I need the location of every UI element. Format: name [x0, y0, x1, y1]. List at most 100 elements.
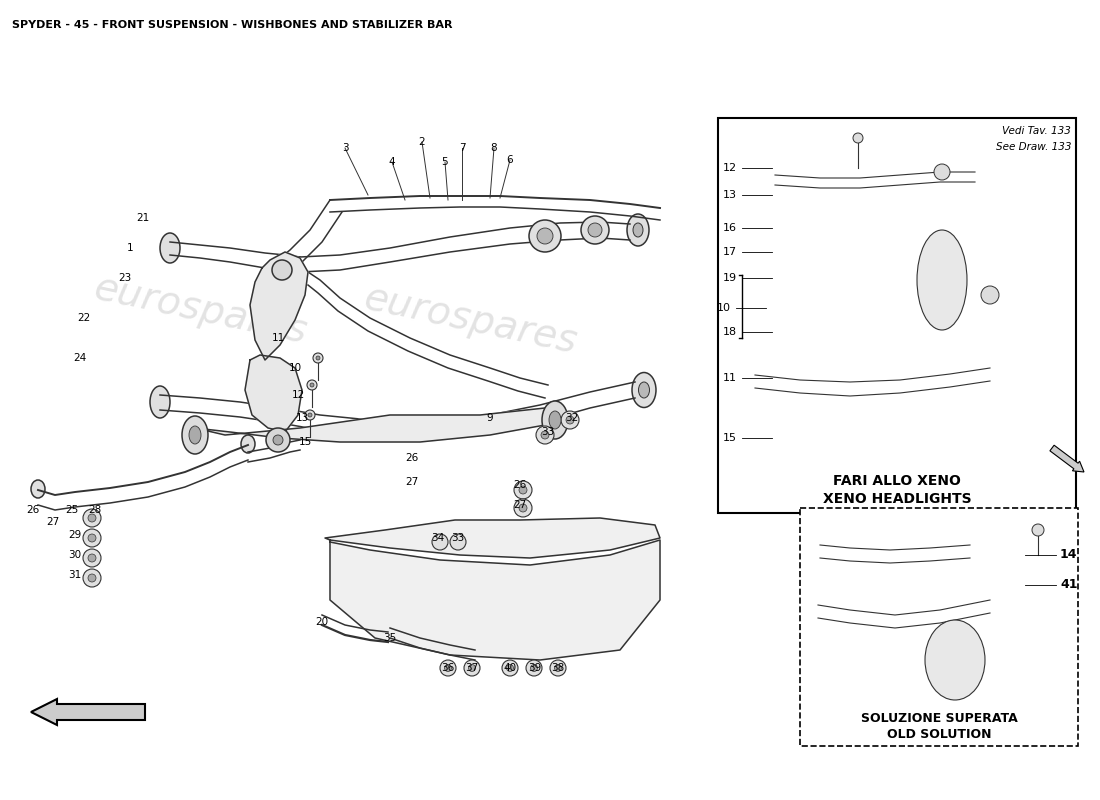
- Circle shape: [314, 353, 323, 363]
- Circle shape: [450, 534, 466, 550]
- Ellipse shape: [542, 401, 568, 439]
- Circle shape: [1032, 524, 1044, 536]
- Text: 13: 13: [296, 413, 309, 423]
- Polygon shape: [195, 408, 560, 442]
- Text: XENO HEADLIGHTS: XENO HEADLIGHTS: [823, 492, 971, 506]
- Text: 20: 20: [316, 617, 329, 627]
- Text: 28: 28: [88, 505, 101, 515]
- Text: 33: 33: [451, 533, 464, 543]
- Ellipse shape: [160, 233, 180, 263]
- Text: 26: 26: [406, 453, 419, 463]
- Circle shape: [519, 486, 527, 494]
- Text: 29: 29: [68, 530, 81, 540]
- Polygon shape: [324, 518, 660, 558]
- Text: 33: 33: [541, 427, 554, 437]
- FancyBboxPatch shape: [718, 118, 1076, 513]
- FancyArrow shape: [1049, 445, 1084, 472]
- Text: 15: 15: [723, 433, 737, 443]
- Text: 26: 26: [26, 505, 40, 515]
- Text: 14: 14: [1060, 549, 1078, 562]
- Text: 5: 5: [442, 157, 449, 167]
- Circle shape: [469, 665, 475, 671]
- Ellipse shape: [917, 230, 967, 330]
- Text: 23: 23: [119, 273, 132, 283]
- Text: 16: 16: [723, 223, 737, 233]
- Circle shape: [432, 534, 448, 550]
- Text: 27: 27: [514, 500, 527, 510]
- Polygon shape: [250, 252, 308, 360]
- Circle shape: [554, 665, 561, 671]
- Circle shape: [272, 260, 292, 280]
- Text: 25: 25: [65, 505, 78, 515]
- Text: Vedi Tav. 133: Vedi Tav. 133: [1002, 126, 1071, 136]
- Text: 27: 27: [46, 517, 59, 527]
- Text: 31: 31: [68, 570, 81, 580]
- Circle shape: [273, 435, 283, 445]
- Text: 19: 19: [723, 273, 737, 283]
- Circle shape: [305, 410, 315, 420]
- Circle shape: [82, 549, 101, 567]
- Text: 13: 13: [723, 190, 737, 200]
- Circle shape: [526, 660, 542, 676]
- Ellipse shape: [627, 214, 649, 246]
- Text: 17: 17: [723, 247, 737, 257]
- Text: 27: 27: [406, 477, 419, 487]
- Text: 18: 18: [723, 327, 737, 337]
- Circle shape: [537, 228, 553, 244]
- Text: 15: 15: [298, 437, 311, 447]
- Ellipse shape: [150, 386, 170, 418]
- Circle shape: [566, 416, 574, 424]
- Circle shape: [88, 514, 96, 522]
- Text: SOLUZIONE SUPERATA: SOLUZIONE SUPERATA: [860, 711, 1018, 725]
- Polygon shape: [330, 540, 660, 660]
- Ellipse shape: [632, 223, 644, 237]
- Circle shape: [82, 569, 101, 587]
- Text: 11: 11: [272, 333, 285, 343]
- Text: 41: 41: [1060, 578, 1078, 591]
- Text: 9: 9: [486, 413, 493, 423]
- Text: 4: 4: [388, 157, 395, 167]
- Text: 22: 22: [77, 313, 90, 323]
- Circle shape: [529, 220, 561, 252]
- Circle shape: [310, 383, 314, 387]
- Ellipse shape: [189, 426, 201, 444]
- Text: 21: 21: [136, 213, 150, 223]
- Ellipse shape: [632, 373, 656, 407]
- Text: 1: 1: [126, 243, 133, 253]
- Circle shape: [266, 428, 290, 452]
- Text: 6: 6: [507, 155, 514, 165]
- Circle shape: [550, 660, 566, 676]
- Text: 36: 36: [441, 663, 454, 673]
- Circle shape: [536, 426, 554, 444]
- Ellipse shape: [925, 620, 985, 700]
- Text: eurospares: eurospares: [90, 269, 310, 351]
- Text: 12: 12: [292, 390, 305, 400]
- Text: eurospares: eurospares: [360, 279, 580, 361]
- Text: 37: 37: [465, 663, 478, 673]
- Circle shape: [464, 660, 480, 676]
- Ellipse shape: [182, 416, 208, 454]
- Circle shape: [82, 509, 101, 527]
- Circle shape: [519, 504, 527, 512]
- Text: 35: 35: [384, 633, 397, 643]
- Text: 3: 3: [342, 143, 349, 153]
- Text: SPYDER - 45 - FRONT SUSPENSION - WISHBONES AND STABILIZER BAR: SPYDER - 45 - FRONT SUSPENSION - WISHBON…: [12, 20, 452, 30]
- Circle shape: [581, 216, 609, 244]
- Text: 40: 40: [504, 663, 517, 673]
- Circle shape: [514, 481, 532, 499]
- Circle shape: [530, 665, 538, 671]
- Text: 7: 7: [459, 143, 465, 153]
- Ellipse shape: [31, 480, 45, 498]
- Text: 26: 26: [514, 480, 527, 490]
- FancyArrow shape: [31, 699, 145, 725]
- Circle shape: [981, 286, 999, 304]
- Ellipse shape: [549, 411, 561, 429]
- Circle shape: [88, 574, 96, 582]
- Circle shape: [588, 223, 602, 237]
- Text: 34: 34: [431, 533, 444, 543]
- Text: 10: 10: [717, 303, 732, 313]
- Text: 32: 32: [565, 413, 579, 423]
- Circle shape: [514, 499, 532, 517]
- Circle shape: [934, 164, 950, 180]
- Text: 2: 2: [419, 137, 426, 147]
